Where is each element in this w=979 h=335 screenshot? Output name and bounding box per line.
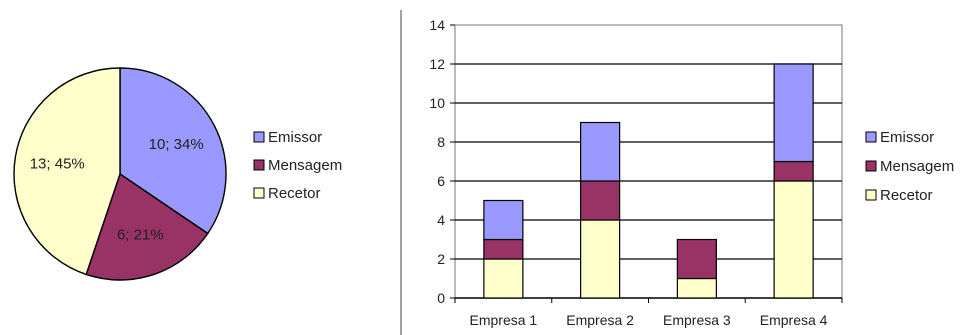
y-tick-label: 12 xyxy=(429,56,445,72)
pie-legend-swatch-emissor xyxy=(253,131,265,143)
bar-segment-empresa-3-recetor xyxy=(676,277,717,299)
pie-legend-label-emissor: Emissor xyxy=(268,129,322,146)
x-tick-label: Empresa 3 xyxy=(663,312,731,328)
bar-segment-empresa-2-emissor xyxy=(580,121,621,182)
y-tick-label: 0 xyxy=(437,290,445,306)
x-tick-label: Empresa 4 xyxy=(760,312,828,328)
y-tick-label: 8 xyxy=(437,134,445,150)
bar-segment-empresa-4-recetor xyxy=(773,180,814,299)
bar-segment-empresa-3-mensagem xyxy=(676,238,717,280)
y-tick-label: 4 xyxy=(437,212,445,228)
bar-segment-empresa-2-mensagem xyxy=(580,180,621,221)
pie-legend-swatch-recetor xyxy=(253,187,265,199)
pie-slice-label-emissor: 10; 34% xyxy=(149,136,204,153)
bar-segment-empresa-1-emissor xyxy=(483,199,524,241)
pie-slice-label-mensagem: 6; 21% xyxy=(117,226,164,243)
bar-legend-label-mensagem: Mensagem xyxy=(880,158,954,175)
bar-legend-label-emissor: Emissor xyxy=(880,129,934,146)
pie-legend: Emissor Mensagem Recetor xyxy=(253,129,342,202)
y-tick-label: 6 xyxy=(437,173,445,189)
bar-segment-empresa-4-mensagem xyxy=(773,160,814,182)
bar-legend: Emissor Mensagem Recetor xyxy=(865,129,954,204)
bar-segment-empresa-4-emissor xyxy=(773,63,814,163)
pie-slice-emissor xyxy=(119,67,227,235)
bar-segment-empresa-2-recetor xyxy=(580,219,621,299)
y-tick-label: 2 xyxy=(437,251,445,267)
pie-slice-mensagem xyxy=(85,172,209,281)
x-tick-label: Empresa 1 xyxy=(470,312,538,328)
bar-legend-swatch-emissor xyxy=(865,131,877,143)
bar-legend-label-recetor: Recetor xyxy=(880,187,933,204)
bar-segment-empresa-1-mensagem xyxy=(483,238,524,260)
stacked-bar-chart: 0 2 4 6 8 10 12 14 Empresa 1 Empresa 2 Empresa 3 Em… xyxy=(429,17,843,328)
bar-legend-swatch-recetor xyxy=(865,189,877,201)
pie-legend-swatch-mensagem xyxy=(253,159,265,171)
x-tick-label: Empresa 2 xyxy=(566,312,634,328)
y-tick-label: 14 xyxy=(429,17,445,33)
pie-legend-label-mensagem: Mensagem xyxy=(268,157,342,174)
bar-segment-empresa-1-recetor xyxy=(483,258,524,299)
y-tick-label: 10 xyxy=(429,95,445,111)
pie-slice-recetor xyxy=(13,67,121,276)
pie-chart: 10; 34% 6; 21% 13; 45% xyxy=(13,67,227,281)
bar-legend-swatch-mensagem xyxy=(865,160,877,172)
pie-legend-label-recetor: Recetor xyxy=(268,185,321,202)
pie-slice-label-recetor: 13; 45% xyxy=(30,156,85,173)
